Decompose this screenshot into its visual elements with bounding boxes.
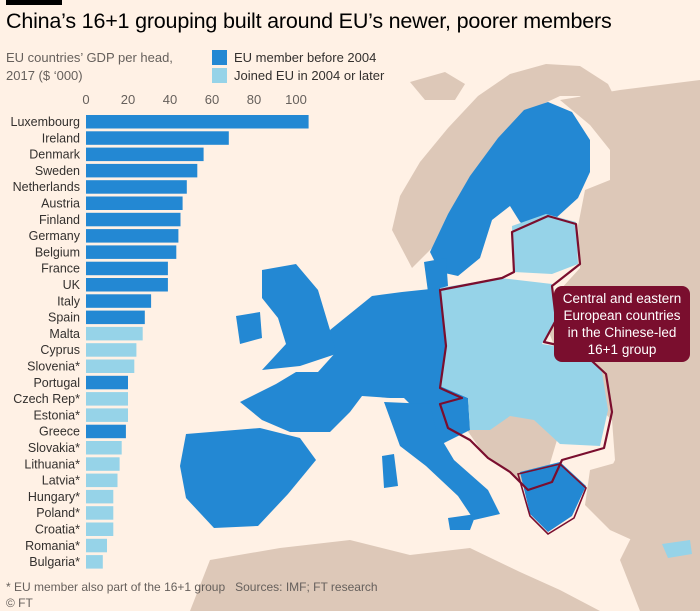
chart-subtitle: EU countries’ GDP per head, 2017 ($ ‘000…: [6, 50, 173, 83]
footnote-line: * EU member also part of the 16+1 group S…: [6, 580, 378, 594]
category-label: Lithuania*: [24, 457, 80, 471]
map-land-turkey: [585, 452, 700, 548]
bar: [86, 392, 128, 406]
bar: [86, 180, 187, 194]
legend-swatch-old: [212, 50, 227, 65]
bar: [86, 131, 229, 145]
map-region-ireland: [236, 312, 262, 344]
category-label: France: [41, 262, 80, 276]
bar: [86, 212, 181, 227]
ft-credit: © FT: [6, 596, 33, 610]
category-label: Croatia*: [35, 523, 80, 537]
callout-16plus1: Central and eastern European countries i…: [554, 286, 690, 362]
category-label: Hungary*: [28, 490, 80, 504]
x-tick-label: 20: [121, 92, 135, 107]
map-region-central-east: [440, 278, 608, 446]
bar: [86, 261, 168, 276]
ft-top-bar: [6, 0, 62, 5]
category-label: Greece: [39, 425, 80, 439]
map-region-cyprus: [662, 540, 692, 558]
map-region-sicily: [448, 514, 476, 530]
category-label: Slovakia*: [28, 441, 80, 455]
map-region-sweden-finland: [430, 102, 590, 276]
legend-swatch-new: [212, 68, 227, 83]
legend-item-new-members: Joined EU in 2004 or later: [212, 68, 384, 83]
bar: [86, 506, 114, 520]
bar: [86, 343, 137, 357]
bar: [86, 278, 168, 292]
x-tick-label: 40: [163, 92, 177, 107]
bar: [86, 408, 128, 422]
bar: [86, 473, 118, 488]
category-label: Ireland: [42, 131, 80, 145]
bar: [86, 375, 128, 390]
category-label: Spain: [48, 311, 80, 325]
bar: [86, 457, 120, 471]
chart-title: China’s 16+1 grouping built around EU’s …: [6, 9, 612, 33]
bar: [86, 310, 145, 325]
category-label: Latvia*: [42, 474, 80, 488]
category-label: Czech Rep*: [13, 392, 80, 406]
map-region-iberia: [180, 428, 316, 528]
bar: [86, 359, 135, 373]
category-label: Poland*: [36, 506, 80, 520]
map-region-italy: [384, 402, 500, 520]
category-label: Portugal: [33, 376, 80, 390]
x-axis-ticks: 0 20 40 60 80 100: [82, 92, 306, 107]
category-label: Luxembourg: [11, 115, 81, 129]
bar: [86, 424, 126, 439]
bar: [86, 163, 198, 178]
category-label: Netherlands: [13, 180, 80, 194]
map-greece-outline: [517, 463, 587, 536]
category-label: Estonia*: [33, 408, 80, 422]
map-land-norway-fjords: [600, 90, 660, 140]
category-label: Germany: [29, 229, 81, 243]
x-tick-label: 0: [82, 92, 89, 107]
bar: [86, 522, 114, 536]
x-tick-label: 80: [247, 92, 261, 107]
x-tick-label: 100: [285, 92, 307, 107]
category-label: Denmark: [29, 148, 80, 162]
category-label: Finland: [39, 213, 80, 227]
bar: [86, 326, 143, 341]
legend-label-new: Joined EU in 2004 or later: [234, 68, 385, 83]
category-label: Romania*: [25, 539, 80, 553]
legend-item-old-members: EU member before 2004: [212, 50, 376, 65]
footnote: * EU member also part of the 16+1 group: [6, 580, 226, 594]
bar: [86, 538, 107, 553]
category-label: Italy: [57, 294, 81, 308]
legend-label-old: EU member before 2004: [234, 50, 377, 65]
category-label: Malta: [49, 327, 80, 341]
bars: [86, 115, 309, 569]
map-region-greece: [520, 462, 586, 532]
bar: [86, 441, 122, 455]
category-label: Belgium: [35, 245, 80, 259]
category-labels: Luxembourg Ireland Denmark Sweden Netherland…: [11, 115, 81, 569]
bar: [86, 489, 114, 504]
x-tick-label: 60: [205, 92, 219, 107]
category-label: UK: [63, 278, 81, 292]
category-label: Slovenia*: [27, 360, 80, 374]
map-land-iceland: [410, 72, 465, 100]
sources: Sources: IMF; FT research: [235, 580, 378, 594]
map-region-uk: [262, 264, 342, 370]
bar: [86, 245, 177, 259]
bar: [86, 115, 309, 129]
bar: [86, 147, 204, 162]
bar: [86, 229, 179, 243]
category-label: Bulgaria*: [29, 555, 80, 569]
map-16plus1-outline: [438, 214, 614, 492]
bar: [86, 555, 103, 569]
map-land-north-africa: [190, 540, 600, 611]
category-label: Sweden: [35, 164, 80, 178]
map-region-baltics: [512, 214, 578, 274]
map-land-scandinavia-norway: [392, 64, 622, 268]
category-label: Austria: [41, 197, 80, 211]
bar: [86, 196, 183, 210]
category-label: Cyprus: [40, 343, 80, 357]
bar: [86, 294, 152, 308]
map-region-sardinia: [382, 454, 398, 488]
map-region-denmark: [424, 258, 448, 292]
